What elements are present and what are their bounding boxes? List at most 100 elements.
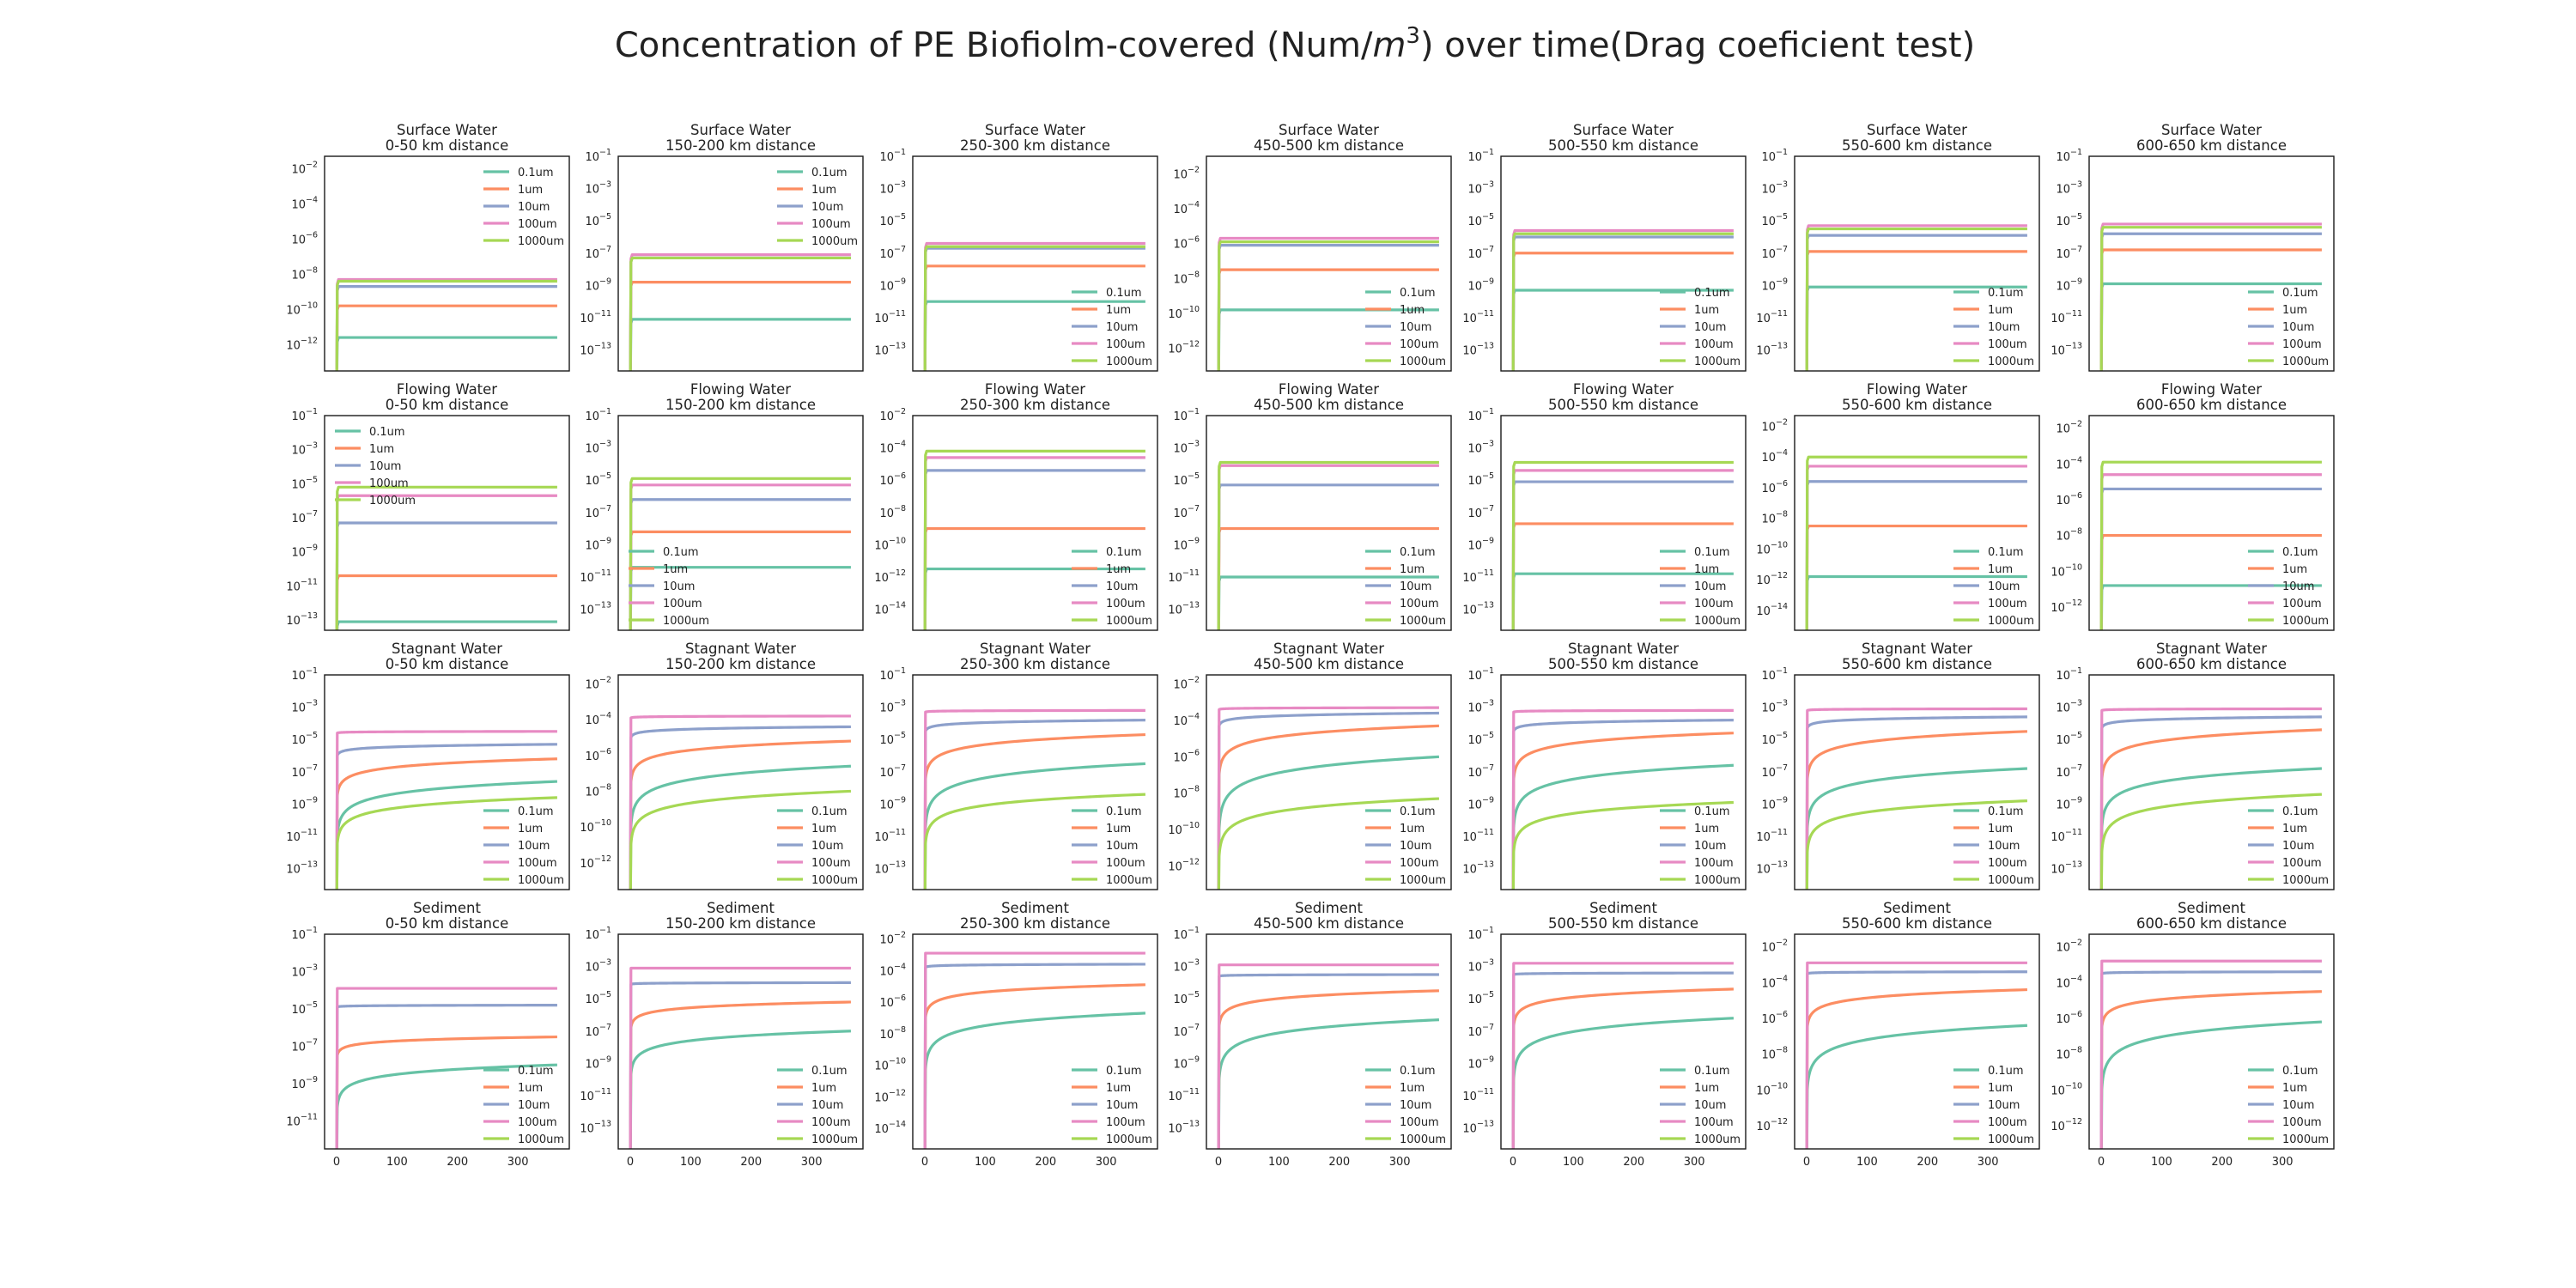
y-tick-label: 10−9 <box>879 795 906 811</box>
legend-label-1000um: 1000um <box>1106 1133 1152 1146</box>
legend-label-100um: 100um <box>811 857 851 870</box>
y-tick-label: 10−10 <box>1756 1081 1788 1097</box>
y-tick-label: 10−5 <box>1173 990 1200 1006</box>
legend-label-10um: 10um <box>1106 840 1138 853</box>
legend-label-10um: 10um <box>518 201 550 214</box>
series-line-1um <box>1805 987 2027 1149</box>
legend-label-0-1um: 0.1um <box>663 546 699 559</box>
y-tick-label: 10−6 <box>2056 491 2082 507</box>
series-line-10um <box>2099 970 2322 1149</box>
axes-frame <box>912 155 1158 372</box>
panel-title-distance: 450-500 km distance <box>1254 137 1404 154</box>
legend-label-0-1um: 0.1um <box>1988 287 2024 300</box>
y-tick-label: 10−5 <box>291 1000 318 1017</box>
legend-label-10um: 10um <box>1400 1099 1431 1112</box>
y-tick-label: 10−11 <box>2050 828 2082 844</box>
y-tick-label: 10−1 <box>2056 148 2082 164</box>
legend-label-100um: 100um <box>1694 598 1734 611</box>
legend: 0.1um 1um 10um 100um 1000um <box>1953 287 2034 368</box>
legend-label-10um: 10um <box>369 460 401 473</box>
legend-label-1000um: 1000um <box>811 1133 858 1146</box>
panel-title-compartment: Sediment <box>1295 900 1363 916</box>
series-line-1000um <box>2099 793 2323 890</box>
legend-label-0-1um: 0.1um <box>1694 287 1730 300</box>
series-line-1um <box>629 739 851 890</box>
y-tick-label: 10−3 <box>1173 440 1200 456</box>
y-tick-label: 10−7 <box>1761 245 1788 261</box>
panel-title-compartment: Stagnant Water <box>980 641 1091 657</box>
y-tick-label: 10−3 <box>1467 180 1494 197</box>
y-tick-label: 10−14 <box>874 1120 906 1136</box>
series-lines <box>335 277 557 371</box>
legend-label-1000um: 1000um <box>1106 874 1152 887</box>
legend: 0.1um 1um 10um 100um 1000um <box>1072 546 1152 628</box>
y-tick-label: 10−4 <box>2056 455 2082 471</box>
legend-label-1um: 1um <box>369 443 394 456</box>
legend-label-100um: 100um <box>1988 338 2027 351</box>
series-line-1000um <box>335 796 557 890</box>
legend-label-1um: 1um <box>518 1082 543 1095</box>
axes-frame <box>1794 933 2040 1150</box>
legend-label-1um: 1um <box>518 823 543 835</box>
series-line-1000um <box>1805 227 2027 371</box>
x-tick-label: 100 <box>1856 1156 1878 1169</box>
y-tick-label: 10−9 <box>585 276 611 293</box>
legend: 0.1um 1um 10um 100um 1000um <box>1660 287 1741 368</box>
panel-title-compartment: Stagnant Water <box>685 641 796 657</box>
y-tick-label: 10−14 <box>874 601 906 617</box>
axes-frame <box>324 933 570 1150</box>
y-tick-label: 10−9 <box>291 544 318 560</box>
legend-label-100um: 100um <box>1694 1116 1734 1129</box>
series-line-1000um <box>923 793 1145 890</box>
y-tick-label: 10−7 <box>585 504 611 520</box>
legend-label-1um: 1um <box>1400 563 1425 576</box>
y-tick-label: 10−9 <box>1467 536 1494 552</box>
legend: 0.1um 1um 10um 100um 1000um <box>1072 287 1152 368</box>
panel-title-compartment: Surface Water <box>1573 122 1674 138</box>
y-tick-label: 10−5 <box>2056 731 2082 747</box>
y-tick-label: 10−14 <box>1756 602 1788 618</box>
legend: 0.1um 1um 10um 100um 1000um <box>1660 1065 1741 1146</box>
axes-frame <box>912 415 1158 631</box>
legend-label-0-1um: 0.1um <box>811 1065 848 1078</box>
y-tick-label: 10−8 <box>1173 785 1200 801</box>
panel-title-compartment: Flowing Water <box>1279 381 1379 398</box>
panel-title-compartment: Sediment <box>1883 900 1951 916</box>
y-tick-label: 10−12 <box>874 1088 906 1104</box>
series-lines <box>1217 706 1440 890</box>
legend-label-1um: 1um <box>1400 304 1425 317</box>
panel-title-distance: 150-200 km distance <box>665 915 816 932</box>
y-tick-label: 10−11 <box>2050 309 2082 325</box>
legend: 0.1um 1um 10um 100um 1000um <box>2248 805 2329 887</box>
panel-title-distance: 150-200 km distance <box>665 397 816 413</box>
y-tick-label: 10−5 <box>1173 471 1200 488</box>
series-line-10um <box>335 1004 557 1149</box>
legend-label-0-1um: 0.1um <box>2282 287 2318 300</box>
y-tick-label: 10−11 <box>1462 828 1494 844</box>
panel-title-distance: 500-550 km distance <box>1548 397 1698 413</box>
x-tick-label: 300 <box>507 1156 529 1169</box>
y-tick-label: 10−7 <box>2056 763 2082 780</box>
y-tick-label: 10−9 <box>1761 276 1788 293</box>
legend-label-1um: 1um <box>811 823 836 835</box>
y-tick-label: 10−13 <box>2050 860 2082 877</box>
legend-label-100um: 100um <box>1106 598 1145 611</box>
y-tick-label: 10−9 <box>585 1054 611 1071</box>
panel-title-distance: 250-300 km distance <box>960 915 1110 932</box>
panel-title-compartment: Sediment <box>707 900 775 916</box>
series-line-100um <box>335 987 557 1149</box>
y-tick-label: 10−10 <box>2050 562 2082 579</box>
legend-label-0-1um: 0.1um <box>1106 546 1142 559</box>
legend-label-1um: 1um <box>1694 304 1719 317</box>
y-tick-label: 10−13 <box>580 1120 611 1136</box>
y-tick-label: 10−1 <box>1173 407 1200 423</box>
legend-label-10um: 10um <box>2282 321 2314 334</box>
series-line-10um <box>335 743 557 890</box>
panel-title-distance: 250-300 km distance <box>960 656 1110 672</box>
y-tick-label: 10−3 <box>2056 180 2082 197</box>
y-tick-label: 10−3 <box>291 441 318 458</box>
legend-label-10um: 10um <box>1106 321 1138 334</box>
